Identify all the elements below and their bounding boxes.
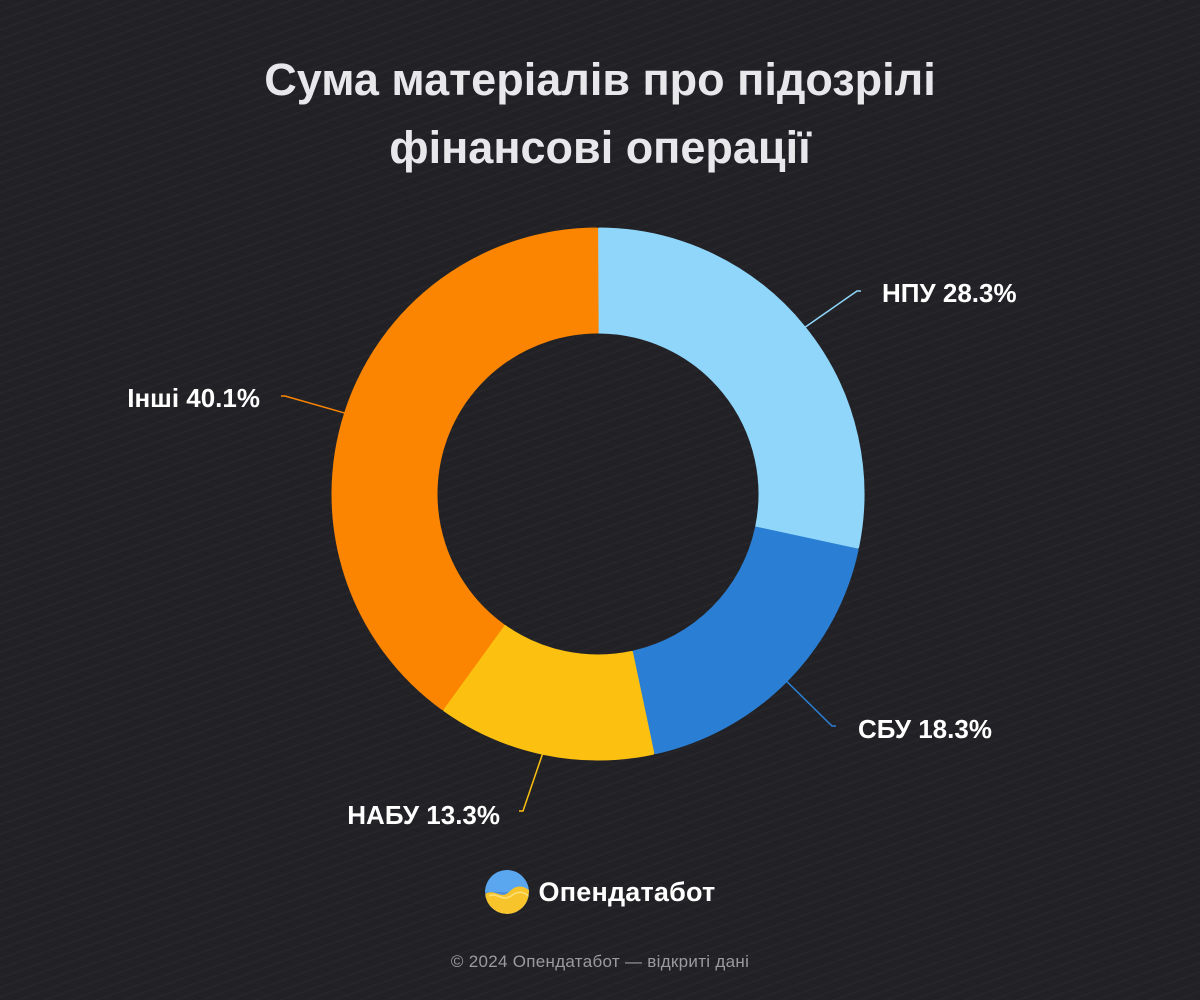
brand-name: Опендатабот: [538, 876, 716, 907]
chart-title: Сума матеріалів про підозрілі фінансові …: [0, 46, 1200, 182]
slice-label-3: НАБУ 13.3%: [347, 800, 500, 830]
donut-slice-2: [631, 526, 859, 755]
slice-label-1: НПУ 28.3%: [882, 278, 1017, 308]
leader-line-1: [794, 290, 861, 336]
chart-title-line-2: фінансові операції: [389, 122, 811, 173]
brand-logo-icon: [484, 870, 529, 914]
leader-line-2: [776, 671, 836, 727]
leader-line-4: [281, 395, 358, 418]
donut-slice-3: [443, 624, 655, 761]
donut-slices: [331, 227, 865, 761]
leader-line-3: [519, 741, 548, 812]
chart-title-line-1: Сума матеріалів про підозрілі: [264, 54, 936, 105]
donut-labels: НПУ 28.3% СБУ 18.3% НАБУ 13.3% Інші 40.1%: [127, 278, 1016, 830]
donut-slice-4: [331, 227, 599, 711]
footer-copyright: © 2024 Опендатабот — відкриті дані: [450, 952, 750, 971]
brand: Опендатабот: [0, 868, 1200, 916]
donut-slice-1: [597, 227, 865, 549]
slice-label-2: СБУ 18.3%: [858, 714, 992, 744]
slice-label-4: Інші 40.1%: [127, 383, 260, 413]
